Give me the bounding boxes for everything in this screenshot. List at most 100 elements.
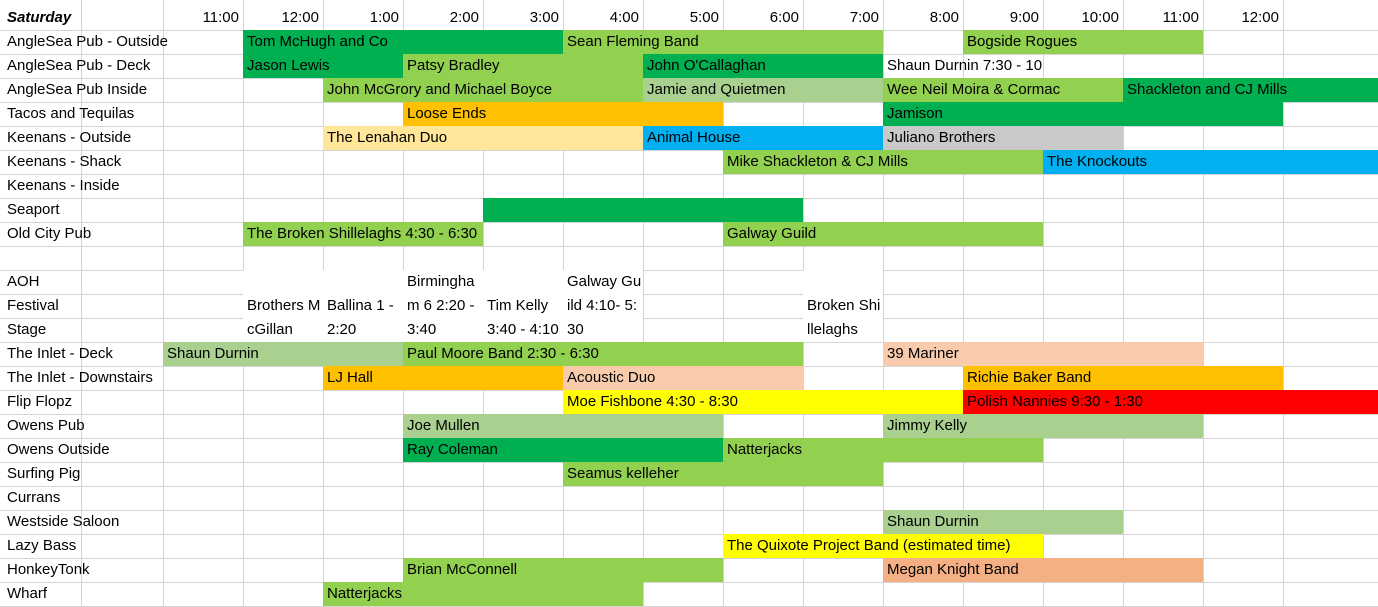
event-cell[interactable]: Natterjacks — [723, 438, 1043, 462]
event-cell[interactable]: Megan Knight Band — [883, 558, 1203, 582]
venue-label: AngleSea Pub Inside — [7, 81, 148, 98]
time-header: 8:00 — [929, 9, 959, 26]
grid-vline — [963, 0, 964, 607]
event-cell[interactable]: Jamie and Quietmen — [643, 78, 883, 102]
time-header: 11:00 — [1162, 9, 1199, 26]
event-cell[interactable]: LJ Hall — [323, 366, 563, 390]
venue-label: Currans — [7, 489, 61, 506]
aoh-stage-cell: Tim Kelly 3:40 - 4:10 — [483, 270, 563, 342]
event-cell[interactable]: Jason Lewis — [243, 54, 403, 78]
event-cell[interactable]: Tom McHugh and Co — [243, 30, 563, 54]
event-cell[interactable]: Jimmy Kelly — [883, 414, 1203, 438]
grid-hline — [0, 174, 1378, 175]
event-cell[interactable]: Animal House — [643, 126, 883, 150]
time-header: 3:00 — [529, 9, 559, 26]
event-cell[interactable]: Loose Ends — [403, 102, 723, 126]
event-cell[interactable]: 39 Mariner — [883, 342, 1203, 366]
event-cell[interactable]: Shaun Durnin — [163, 342, 403, 366]
grid-hline — [0, 270, 1378, 271]
grid-vline — [883, 0, 884, 607]
grid-vline — [1203, 0, 1204, 607]
event-cell[interactable]: Paul Moore Band 2:30 - 6:30 — [403, 342, 803, 366]
event-cell[interactable]: Bogside Rogues — [963, 30, 1203, 54]
time-header: 11:00 — [202, 9, 239, 26]
grid-hline — [0, 510, 1378, 511]
event-cell[interactable]: Patsy Bradley — [403, 54, 643, 78]
aoh-stage-text: Brothers McGillan — [247, 297, 321, 338]
venue-label: Festival — [7, 297, 59, 314]
time-header: 9:00 — [1009, 9, 1039, 26]
event-cell[interactable]: Mike Shackleton & CJ Mills — [723, 150, 1043, 174]
event-cell[interactable]: Ray Coleman — [403, 438, 723, 462]
time-header: 4:00 — [609, 9, 639, 26]
aoh-stage-text: Ballina 1 - 2:20 — [327, 297, 394, 338]
aoh-stage-cell: Galway Guild 4:10- 5:30 — [563, 270, 643, 342]
time-header: 7:00 — [849, 9, 879, 26]
venue-label — [0, 246, 7, 270]
venue-label: Keenans - Inside — [7, 177, 120, 194]
event-cell[interactable]: The Knockouts — [1043, 150, 1378, 174]
grid-vline — [643, 0, 644, 607]
grid-vline — [1283, 0, 1284, 607]
venue-label: Owens Outside — [7, 441, 110, 458]
aoh-stage-cell: Birmingham 6 2:20 - 3:40 — [403, 270, 483, 342]
grid-hline — [0, 150, 1378, 151]
grid-hline — [0, 486, 1378, 487]
event-cell[interactable]: Polish Nannies 9:30 - 1:30 — [963, 390, 1378, 414]
time-header: 5:00 — [689, 9, 719, 26]
venue-label: Surfing Pig — [7, 465, 81, 482]
event-cell[interactable]: The Broken Shillelaghs 4:30 - 6:30 — [243, 222, 483, 246]
grid-vline — [163, 0, 164, 607]
aoh-stage-cell: Broken Shillelaghs — [803, 270, 883, 342]
event-cell[interactable] — [483, 198, 803, 222]
event-cell[interactable]: Jamison — [883, 102, 1283, 126]
venue-label: Keenans - Outside — [7, 129, 132, 146]
event-cell[interactable]: Joe Mullen — [403, 414, 723, 438]
event-cell[interactable]: Sean Fleming Band — [563, 30, 883, 54]
event-cell[interactable]: Richie Baker Band — [963, 366, 1283, 390]
time-header: 2:00 — [449, 9, 479, 26]
venue-label: AngleSea Pub - Outside — [7, 33, 168, 50]
aoh-stage-cell: Brothers McGillan — [243, 270, 323, 342]
aoh-stage-text: Broken Shillelaghs — [807, 297, 881, 338]
event-cell[interactable]: The Lenahan Duo — [323, 126, 643, 150]
venue-label: Tacos and Tequilas — [7, 105, 135, 122]
aoh-stage-cell: Ballina 1 - 2:20 — [323, 270, 403, 342]
event-cell[interactable]: Moe Fishbone 4:30 - 8:30 — [563, 390, 963, 414]
event-cell[interactable]: Shackleton and CJ Mills — [1123, 78, 1378, 102]
event-cell[interactable]: Acoustic Duo — [563, 366, 803, 390]
time-header: 6:00 — [769, 9, 799, 26]
event-cell[interactable]: Natterjacks — [323, 582, 643, 606]
time-header: 12:00 — [1241, 9, 1279, 26]
grid-vline — [1043, 0, 1044, 607]
venue-label: Keenans - Shack — [7, 153, 122, 170]
event-cell[interactable]: Shaun Durnin — [883, 510, 1123, 534]
time-header: 10:00 — [1081, 9, 1119, 26]
venue-label: AOH — [7, 273, 40, 290]
event-cell[interactable]: Galway Guild — [723, 222, 1043, 246]
time-header: 12:00 — [281, 9, 319, 26]
event-cell[interactable]: Shaun Durnin 7:30 - 10 — [887, 57, 1043, 74]
grid-vline — [1123, 0, 1124, 607]
event-cell[interactable]: The Quixote Project Band (estimated time… — [723, 534, 1043, 558]
event-cell[interactable]: Juliano Brothers — [883, 126, 1123, 150]
grid-hline — [0, 246, 1378, 247]
venue-label: HonkeyTonk — [7, 561, 90, 578]
grid-hline — [0, 294, 1378, 295]
venue-label: Westside Saloon — [7, 513, 120, 530]
venue-label: Seaport — [7, 201, 60, 218]
grid-vline — [81, 0, 82, 607]
event-cell[interactable]: Wee Neil Moira & Cormac — [883, 78, 1123, 102]
grid-vline — [723, 0, 724, 607]
venue-label: Stage — [7, 321, 47, 338]
event-cell[interactable]: Seamus kelleher — [563, 462, 883, 486]
venue-label: Wharf — [7, 585, 48, 602]
venue-label: The Inlet - Downstairs — [7, 369, 153, 386]
event-cell[interactable]: Brian McConnell — [403, 558, 723, 582]
event-cell[interactable]: John McGrory and Michael Boyce — [323, 78, 643, 102]
grid-hline — [0, 222, 1378, 223]
grid-hline — [0, 534, 1378, 535]
event-cell[interactable]: John O'Callaghan — [643, 54, 883, 78]
venue-label: Lazy Bass — [7, 537, 77, 554]
